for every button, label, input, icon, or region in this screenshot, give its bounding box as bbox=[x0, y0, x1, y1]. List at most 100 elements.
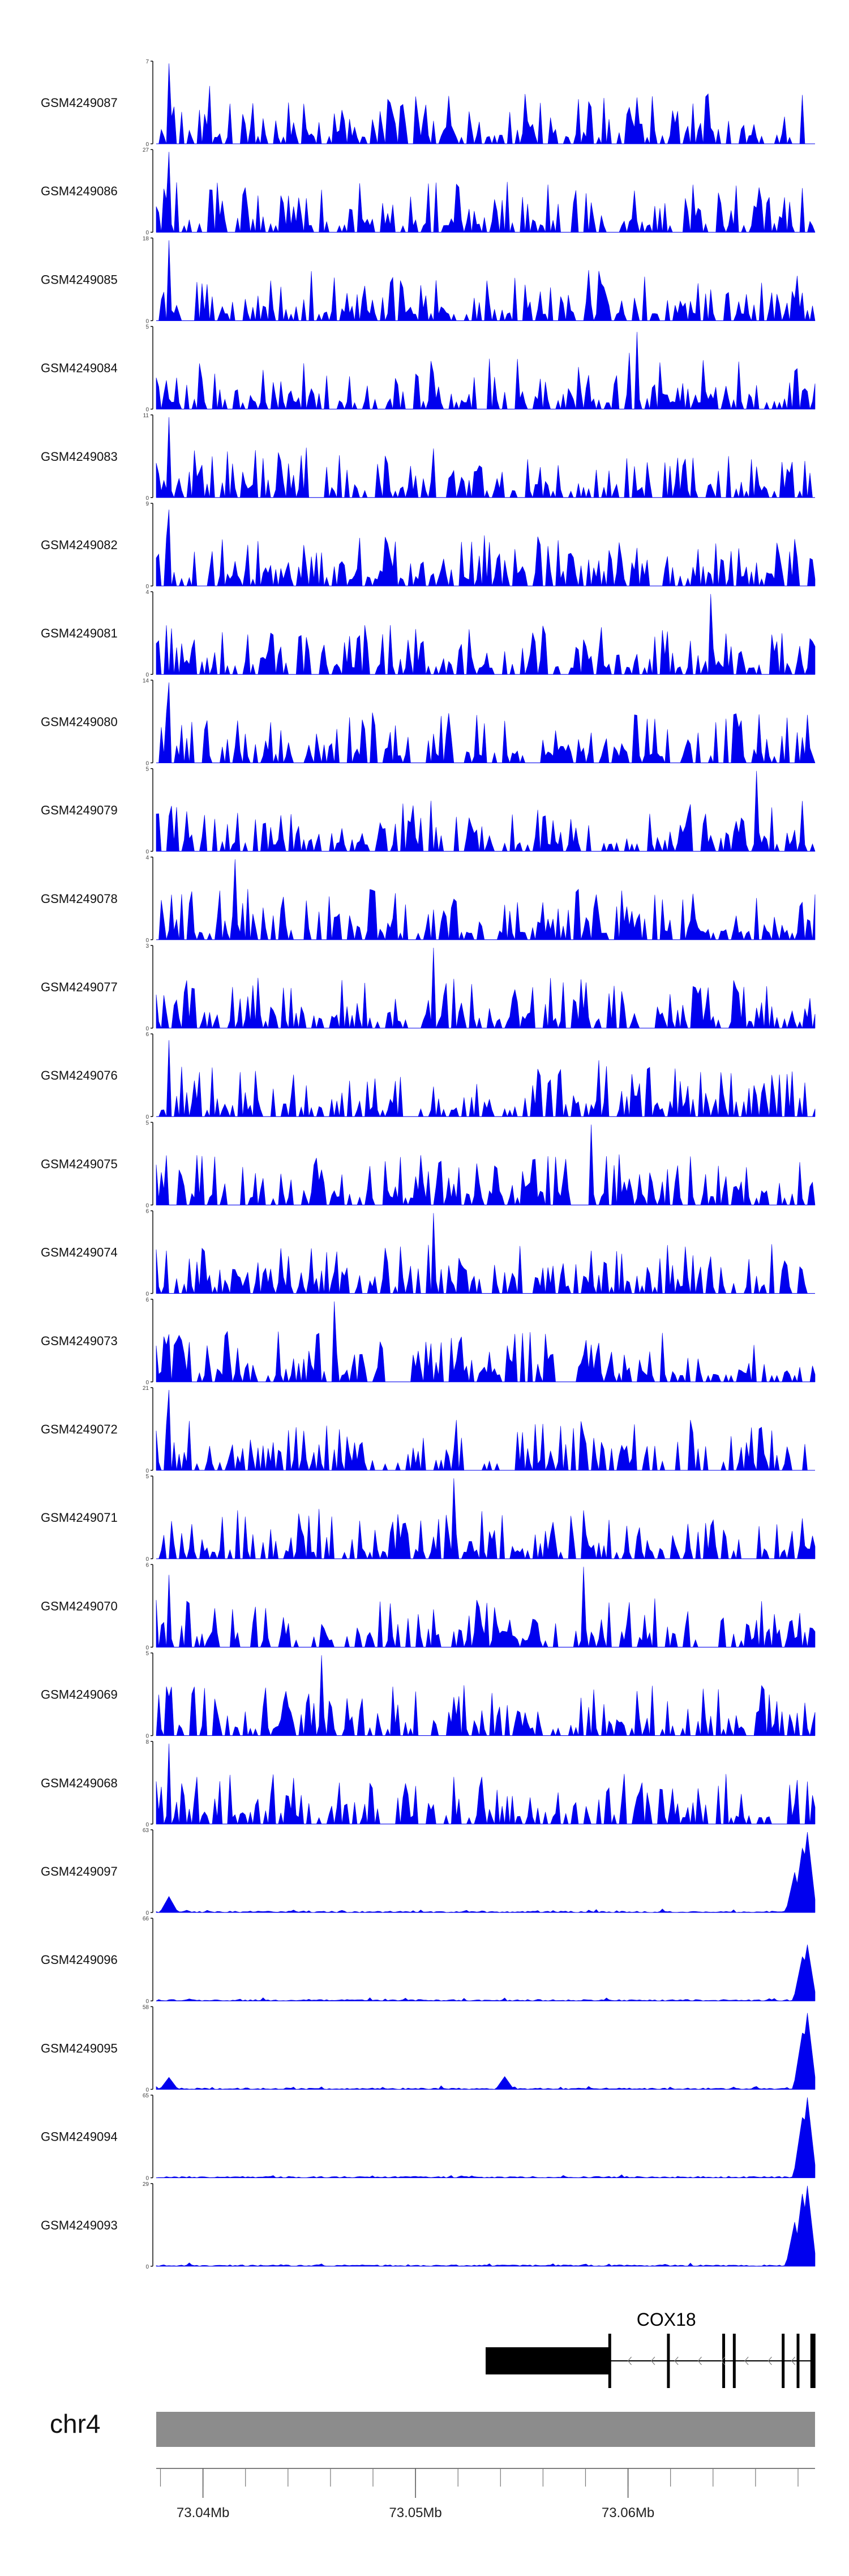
track-GSM4249074: GSM4249074 6 0 bbox=[41, 1209, 815, 1298]
coverage-area bbox=[156, 859, 816, 940]
y-tick-min: 0 bbox=[145, 1910, 149, 1916]
track-GSM4249077: GSM4249077 3 0 bbox=[41, 943, 816, 1032]
y-tick-max: 6 bbox=[145, 1562, 149, 1568]
y-tick-min: 0 bbox=[145, 849, 149, 855]
track-GSM4249094: GSM4249094 65 0 bbox=[41, 2093, 816, 2182]
coverage-tracks: GSM424908770GSM4249086270GSM4249085180GS… bbox=[41, 59, 816, 2270]
y-tick-max: 6 bbox=[145, 1209, 149, 1215]
track-GSM4249070: GSM4249070 6 0 bbox=[41, 1562, 816, 1651]
y-tick-max: 7 bbox=[145, 59, 149, 65]
track-GSM4249093: GSM4249093 29 0 bbox=[41, 2181, 816, 2270]
y-tick-min: 0 bbox=[145, 2264, 149, 2270]
strand-arrow bbox=[791, 2356, 796, 2365]
y-tick-min: 0 bbox=[145, 1026, 149, 1032]
track-label: GSM4249079 bbox=[41, 803, 118, 818]
strand-arrow bbox=[767, 2356, 772, 2365]
y-tick-max: 5 bbox=[145, 1474, 149, 1480]
coverage-area bbox=[156, 152, 816, 233]
coverage-area bbox=[156, 332, 816, 410]
y-tick-min: 0 bbox=[145, 1645, 149, 1651]
coverage-area bbox=[156, 1389, 815, 1471]
y-tick-max: 29 bbox=[143, 2181, 149, 2188]
coverage-area bbox=[156, 417, 815, 498]
chromosome-label: chr4 bbox=[50, 2409, 100, 2438]
chromosome-axis: chr4 73.04Mb 73.05Mb 73.06Mb bbox=[50, 2409, 815, 2521]
y-tick-max: 66 bbox=[143, 1916, 149, 1922]
gene-exon bbox=[810, 2334, 816, 2388]
y-tick-min: 0 bbox=[145, 1380, 149, 1386]
y-tick-min: 0 bbox=[145, 407, 149, 413]
track-GSM4249081: GSM4249081 4 0 bbox=[41, 589, 816, 678]
gene-exon bbox=[732, 2334, 736, 2388]
track-label: GSM4249075 bbox=[41, 1157, 118, 1171]
y-tick-max: 58 bbox=[143, 2004, 149, 2010]
coverage-area bbox=[156, 1743, 816, 1825]
coverage-area bbox=[156, 682, 816, 764]
track-GSM4249079: GSM4249079 5 0 bbox=[41, 767, 816, 855]
track-label: GSM4249082 bbox=[41, 538, 118, 552]
y-tick-max: 5 bbox=[145, 1120, 149, 1126]
y-tick-min: 0 bbox=[145, 1291, 149, 1298]
track-GSM4249078: GSM4249078 4 0 bbox=[41, 855, 816, 944]
y-tick-min: 0 bbox=[145, 584, 149, 590]
y-tick-max: 4 bbox=[145, 855, 149, 861]
y-tick-min: 0 bbox=[145, 142, 149, 148]
track-label: GSM4249073 bbox=[41, 1334, 118, 1348]
track-GSM4249071: GSM4249071 5 0 bbox=[41, 1474, 816, 1563]
y-tick-max: 9 bbox=[145, 501, 149, 507]
track-GSM4249085: GSM4249085 18 0 bbox=[41, 236, 816, 324]
track-label: GSM4249084 bbox=[41, 361, 118, 375]
y-tick-max: 4 bbox=[145, 589, 149, 596]
track-GSM4249069: GSM4249069 5 0 bbox=[41, 1651, 816, 1740]
coverage-area bbox=[156, 1124, 816, 1206]
y-tick-max: 21 bbox=[143, 1385, 149, 1392]
y-tick-max: 5 bbox=[145, 324, 149, 331]
strand-arrow bbox=[697, 2356, 702, 2365]
y-tick-max: 14 bbox=[143, 678, 149, 684]
y-tick-min: 0 bbox=[145, 1556, 149, 1563]
y-tick-min: 0 bbox=[145, 318, 149, 324]
coverage-area bbox=[156, 2013, 816, 2090]
strand-arrow bbox=[744, 2356, 749, 2365]
x-tick-label: 73.06Mb bbox=[602, 2505, 654, 2521]
gene-utr-block bbox=[486, 2347, 609, 2374]
y-tick-min: 0 bbox=[145, 1468, 149, 1474]
track-GSM4249095: GSM4249095 58 0 bbox=[41, 2004, 816, 2093]
track-label: GSM4249093 bbox=[41, 2218, 118, 2232]
y-tick-max: 5 bbox=[145, 767, 149, 773]
track-GSM4249087: GSM4249087 7 0 bbox=[41, 59, 815, 148]
track-GSM4249082: GSM4249082 9 0 bbox=[41, 501, 816, 590]
track-label: GSM4249095 bbox=[41, 2041, 118, 2055]
y-tick-min: 0 bbox=[145, 1203, 149, 1209]
track-label: GSM4249097 bbox=[41, 1864, 118, 1878]
gene-exon bbox=[796, 2334, 800, 2388]
track-GSM4249096: GSM4249096 66 0 bbox=[41, 1916, 816, 2005]
y-tick-max: 27 bbox=[143, 147, 149, 153]
track-label: GSM4249070 bbox=[41, 1599, 118, 1613]
track-label: GSM4249081 bbox=[41, 626, 118, 640]
track-GSM4249072: GSM4249072 21 0 bbox=[41, 1385, 815, 1474]
track-GSM4249076: GSM4249076 6 0 bbox=[41, 1032, 816, 1120]
track-label: GSM4249072 bbox=[41, 1422, 118, 1436]
track-label: GSM4249071 bbox=[41, 1510, 118, 1525]
track-label: GSM4249096 bbox=[41, 1953, 118, 1967]
track-label: GSM4249077 bbox=[41, 980, 118, 994]
y-tick-max: 18 bbox=[143, 236, 149, 242]
y-tick-min: 0 bbox=[145, 2176, 149, 2182]
coverage-area bbox=[156, 1832, 816, 1913]
coverage-area bbox=[156, 1478, 816, 1560]
x-tick-label: 73.05Mb bbox=[389, 2505, 441, 2521]
track-GSM4249084: GSM4249084 5 0 bbox=[41, 324, 816, 413]
coverage-area bbox=[156, 1944, 816, 2001]
track-label: GSM4249078 bbox=[41, 892, 118, 906]
track-GSM4249073: GSM4249073 6 0 bbox=[41, 1297, 816, 1386]
gene-exon bbox=[722, 2334, 726, 2388]
track-GSM4249068: GSM4249068 8 0 bbox=[41, 1739, 816, 1828]
x-tick-label: 73.04Mb bbox=[177, 2505, 229, 2521]
track-label: GSM4249087 bbox=[41, 96, 118, 110]
y-tick-max: 65 bbox=[143, 2093, 149, 2099]
strand-arrow bbox=[651, 2356, 655, 2365]
track-GSM4249083: GSM4249083 11 0 bbox=[41, 413, 815, 502]
gene-exon bbox=[782, 2334, 785, 2388]
coverage-area bbox=[156, 594, 816, 675]
